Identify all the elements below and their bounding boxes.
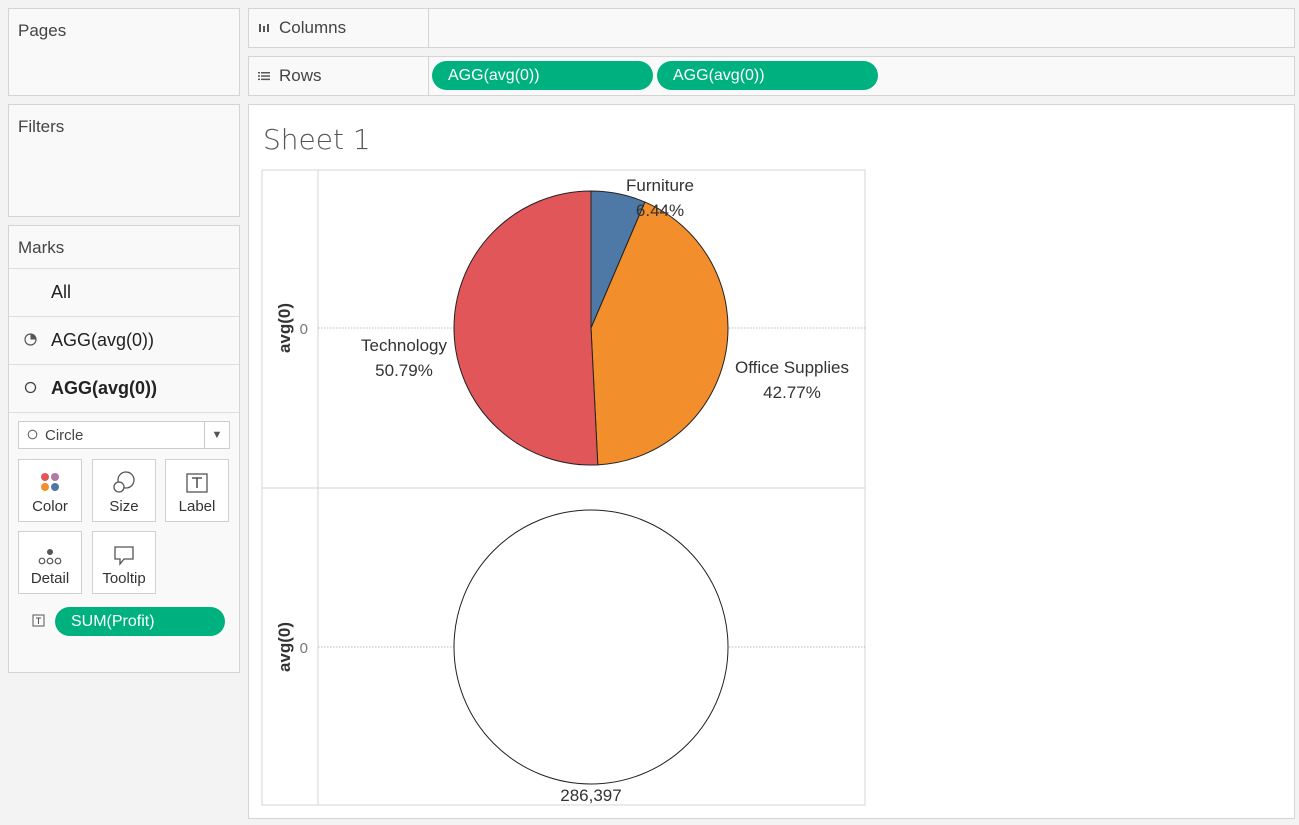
marks-row-agg-2-label: AGG(avg(0)) [51,378,158,398]
marks-row-agg-2[interactable]: AGG(avg(0)) [9,365,239,413]
rows-pill-1[interactable]: AGG(avg(0)) [432,61,653,90]
mark-type-select[interactable]: Circle ▼ [18,421,230,449]
size-button[interactable]: Size [92,459,156,522]
columns-label: Columns [279,18,347,37]
detail-icon [19,532,81,566]
filters-panel[interactable]: Filters [8,104,240,217]
rows-shelf[interactable]: Rows AGG(avg(0)) AGG(avg(0)) [248,56,1295,96]
marks-row-all[interactable]: All [9,269,239,317]
slice-label-office-name: Office Supplies [735,358,849,377]
y-axis-label-1: avg(0) [275,303,294,353]
pages-title: Pages [18,21,67,40]
tooltip-icon [93,532,155,566]
viz-area: Sheet 1 0 avg(0) Furniture 6.44% Office … [248,104,1295,819]
y-tick-label-2: 0 [300,640,308,657]
rows-shelf-header: Rows [249,57,429,95]
pie-slice-sum-profit-[interactable] [453,509,729,785]
profit-sum-label: 286,397 [560,786,621,805]
marks-divider [9,268,239,269]
slice-label-technology-pct: 50.79% [375,361,433,380]
color-label: Color [32,498,68,515]
color-button[interactable]: Color [18,459,82,522]
pie-chart-1 [453,190,729,466]
detail-button[interactable]: Detail [18,531,82,594]
size-label: Size [109,498,139,515]
text-label-icon [166,460,228,494]
color-icon [19,460,81,494]
detail-label: Detail [30,570,70,587]
slice-label-technology-name: Technology [361,336,448,355]
chevron-down-icon[interactable]: ▼ [204,422,229,448]
chart-canvas: 0 avg(0) Furniture 6.44% Office Supplies… [261,169,866,806]
pie-slice-technology[interactable] [453,190,599,466]
rows-label: Rows [279,66,322,85]
slice-label-furniture-pct: 6.44% [636,201,684,220]
slice-label-furniture-name: Furniture [626,176,694,195]
circle-icon [19,427,45,444]
marks-title: Marks [18,238,65,257]
columns-icon [249,21,279,36]
marks-card: Marks All AGG(avg(0)) AGG(avg(0)) Circle… [8,225,240,673]
marks-row-agg-1-label: AGG(avg(0)) [51,330,155,350]
pages-panel[interactable]: Pages [8,8,240,96]
pie-chart-2 [453,509,729,785]
slice-label-office-pct: 42.77% [763,383,821,402]
tooltip-label: Tooltip [102,570,146,587]
sum-profit-pill[interactable]: SUM(Profit) [55,607,225,636]
columns-shelf[interactable]: Columns [248,8,1295,48]
marks-row-all-label: All [51,282,72,302]
filters-title: Filters [18,117,65,136]
marks-row-agg-1[interactable]: AGG(avg(0)) [9,317,239,365]
circle-mark-icon [9,381,51,397]
columns-shelf-header: Columns [249,9,429,47]
label-label: Label [178,498,216,515]
pie-mark-icon [9,332,51,349]
size-icon [93,460,155,494]
tooltip-button[interactable]: Tooltip [92,531,156,594]
text-label-field-icon [32,614,45,632]
y-tick-label-1: 0 [300,321,308,338]
mark-type-value: Circle [45,426,84,444]
pie-slice-office-supplies[interactable] [590,201,729,466]
rows-pill-2[interactable]: AGG(avg(0)) [657,61,878,90]
rows-icon [249,69,279,84]
sheet-title: Sheet 1 [263,123,371,156]
y-axis-label-2: avg(0) [275,622,294,672]
label-button[interactable]: Label [165,459,229,522]
